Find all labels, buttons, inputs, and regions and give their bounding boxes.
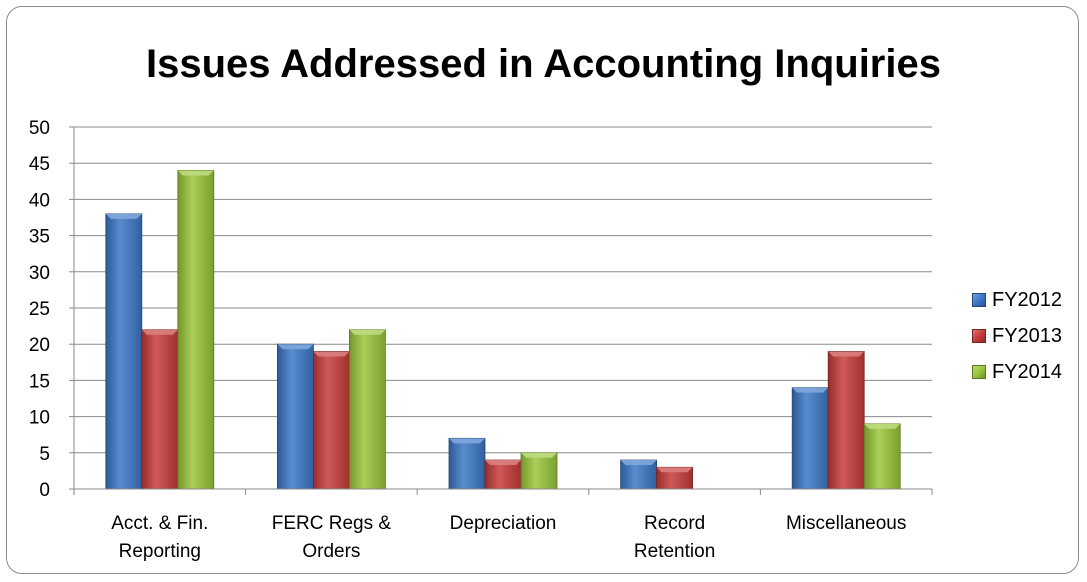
x-tick-label: Acct. & Fin.: [111, 513, 208, 534]
legend-item-fy2013: FY2013: [972, 318, 1062, 354]
bar-fy2013: [656, 466, 693, 490]
legend-swatch: [972, 365, 986, 379]
legend-label: FY2014: [992, 360, 1063, 383]
y-tick-label: 50: [29, 118, 50, 139]
bar-fy2012: [276, 343, 314, 490]
legend-swatch: [972, 293, 986, 307]
y-tick-label: 5: [39, 444, 50, 465]
x-tick-label: FERC Regs &: [272, 513, 392, 534]
x-tick-label: Depreciation: [450, 513, 557, 534]
bar-fy2013: [312, 351, 350, 490]
bar-fy2013: [827, 351, 865, 490]
y-tick-label: 0: [39, 480, 50, 501]
legend-item-fy2014: FY2014: [972, 354, 1062, 390]
legend-label: FY2012: [992, 288, 1063, 311]
legend-swatch: [972, 329, 986, 343]
bar-fy2012: [105, 213, 143, 490]
axes: [69, 126, 933, 495]
chart-title: Issues Addressed in Accounting Inquiries: [146, 42, 941, 86]
x-tick-label: Miscellaneous: [786, 513, 906, 534]
bar-fy2014: [177, 170, 215, 490]
y-tick-label: 35: [29, 227, 50, 248]
bar-fy2013: [141, 329, 179, 490]
bar-fy2014: [348, 329, 386, 490]
y-tick-label: 10: [29, 408, 50, 429]
bar-fy2012: [620, 459, 657, 490]
bar-fy2012: [791, 387, 829, 490]
legend-label: FY2013: [992, 324, 1063, 347]
axis-labels: 0 5 10 15 20 25 30 35 40 45 50 Acct. & Fin. Reportin…: [29, 118, 907, 562]
legend: FY2012 FY2013 FY2014: [972, 282, 1062, 390]
y-tick-label: 20: [29, 335, 50, 356]
y-tick-label: 25: [29, 299, 50, 320]
bar-fy2014: [863, 423, 901, 490]
y-tick-label: 45: [29, 154, 50, 175]
x-tick-label: Orders: [302, 541, 360, 562]
x-tick-label: Record: [644, 513, 705, 534]
y-tick-label: 40: [29, 190, 50, 211]
x-tick-label: Reporting: [119, 541, 201, 562]
bars: [105, 170, 901, 490]
y-tick-label: 15: [29, 371, 50, 392]
x-tick-label: Retention: [634, 541, 715, 562]
gridlines: [74, 126, 932, 454]
y-tick-label: 30: [29, 263, 50, 284]
bar-fy2013: [484, 459, 522, 490]
bar-fy2012: [448, 437, 486, 490]
bar-fy2014: [520, 452, 558, 490]
legend-item-fy2012: FY2012: [972, 282, 1062, 318]
